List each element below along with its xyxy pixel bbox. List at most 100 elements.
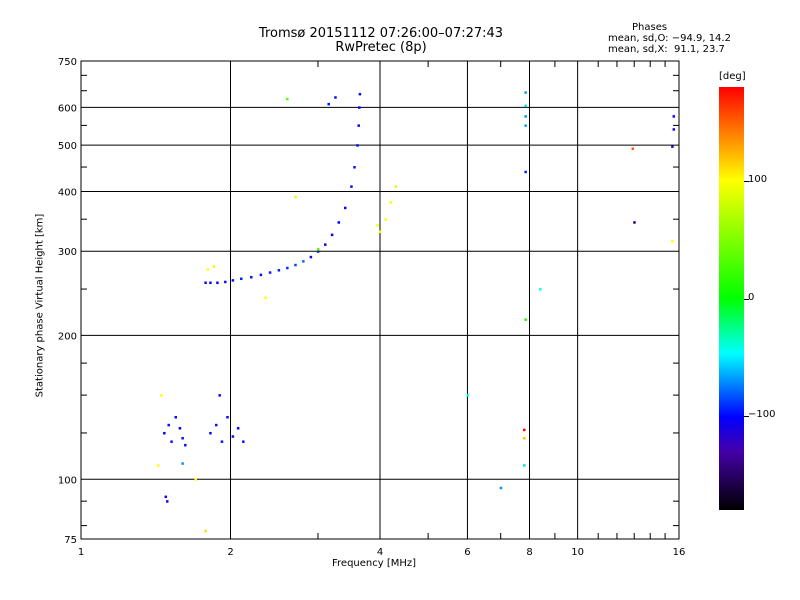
data-point xyxy=(286,97,289,101)
data-point xyxy=(309,255,313,259)
phases-title: Phases xyxy=(632,22,668,33)
data-point xyxy=(160,394,163,397)
data-point xyxy=(294,195,297,199)
data-point xyxy=(206,268,210,271)
data-point xyxy=(523,428,526,432)
data-point xyxy=(240,277,243,281)
data-point xyxy=(356,144,359,147)
data-point xyxy=(220,440,224,443)
data-point xyxy=(194,478,197,481)
data-point xyxy=(376,224,379,227)
data-point xyxy=(157,464,160,467)
data-point xyxy=(672,128,676,131)
data-point xyxy=(466,394,469,397)
data-point xyxy=(178,427,182,430)
x-tick-label: 1 xyxy=(78,547,84,558)
data-point xyxy=(302,260,305,263)
data-point xyxy=(231,279,235,282)
chart-subtitle: RwPretec (8p) xyxy=(335,40,427,55)
data-point xyxy=(358,92,362,96)
x-tick-label: 2 xyxy=(227,547,233,558)
data-point xyxy=(204,281,207,285)
data-point xyxy=(316,248,320,251)
data-point xyxy=(334,96,337,99)
data-point xyxy=(277,269,281,272)
y-tick-label: 75 xyxy=(64,535,77,546)
data-point xyxy=(671,240,674,243)
y-tick-label: 400 xyxy=(58,187,77,198)
y-tick-label: 500 xyxy=(58,141,77,152)
phases-o-stats: mean, sd,O: −94.9, 14.2 xyxy=(608,33,731,44)
data-point xyxy=(264,296,267,300)
data-point xyxy=(358,106,361,109)
data-point xyxy=(389,201,393,204)
y-tick-label: 750 xyxy=(58,57,77,68)
colorbar-tick xyxy=(744,181,749,182)
data-point xyxy=(672,115,676,118)
data-point xyxy=(163,431,166,435)
data-point xyxy=(394,185,398,188)
data-point xyxy=(231,435,235,438)
colorbar-tick xyxy=(744,416,749,417)
data-point xyxy=(209,431,212,435)
axis-ticks: 1 2 4 6 8 10 16 75 100 200 300 400 500 600 750 xyxy=(58,57,685,558)
data-point xyxy=(166,500,169,503)
data-point xyxy=(343,206,347,210)
grid xyxy=(81,61,679,539)
phases-x-stats: mean, sd,X: 91.1, 23.7 xyxy=(608,44,725,55)
data-point xyxy=(350,185,353,188)
data-point xyxy=(539,288,542,291)
x-tick-label: 10 xyxy=(571,547,584,558)
data-point xyxy=(209,281,212,285)
data-point xyxy=(524,170,527,174)
data-point xyxy=(184,443,187,447)
y-tick-label: 600 xyxy=(58,103,77,114)
x-tick-label: 16 xyxy=(673,547,686,558)
data-point xyxy=(294,263,297,267)
y-tick-label: 300 xyxy=(58,247,77,258)
data-point xyxy=(174,415,178,419)
data-point xyxy=(633,221,636,224)
data-point xyxy=(167,423,170,427)
colorbar xyxy=(719,87,744,510)
data-point xyxy=(523,464,526,467)
colorbar-tick-label: −100 xyxy=(748,409,776,420)
data-point xyxy=(164,495,168,499)
data-point xyxy=(216,281,219,285)
colorbar-tick-label: 100 xyxy=(748,174,768,185)
data-point xyxy=(524,318,527,321)
data-point xyxy=(379,230,382,233)
data-point xyxy=(259,273,263,277)
data-point xyxy=(499,486,503,490)
data-point xyxy=(631,147,635,151)
data-point xyxy=(337,221,341,224)
data-point xyxy=(353,166,356,169)
data-point xyxy=(215,423,218,427)
data-point xyxy=(524,91,527,94)
x-tick-label: 4 xyxy=(377,547,383,558)
data-point xyxy=(181,436,184,440)
data-point xyxy=(236,427,240,430)
data-point xyxy=(224,280,227,284)
data-point xyxy=(204,529,207,533)
data-point xyxy=(226,415,229,419)
y-tick-label: 100 xyxy=(58,475,77,486)
colorbar-tick-label: 0 xyxy=(748,291,755,303)
colorbar-tick xyxy=(744,298,749,300)
colorbar-unit: [deg] xyxy=(719,71,746,82)
data-point xyxy=(250,275,253,279)
data-point xyxy=(327,102,330,106)
data-point xyxy=(218,394,221,397)
data-point xyxy=(330,233,334,237)
data-point xyxy=(357,124,360,127)
data-point xyxy=(524,104,527,108)
data-point xyxy=(524,115,527,118)
data-point xyxy=(242,440,245,443)
data-point xyxy=(671,145,674,148)
data-point xyxy=(523,436,526,440)
data-point xyxy=(170,440,173,443)
chart-title: Tromsø 20151112 07:26:00–07:27:43 xyxy=(258,26,504,41)
x-tick-label: 6 xyxy=(464,547,470,558)
data-point xyxy=(268,271,272,274)
